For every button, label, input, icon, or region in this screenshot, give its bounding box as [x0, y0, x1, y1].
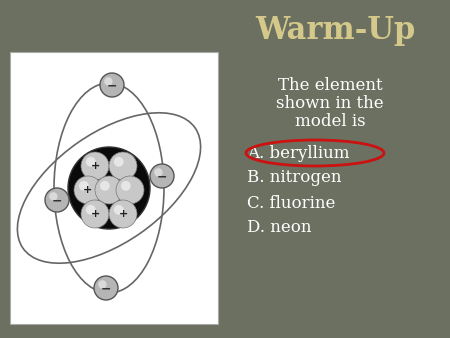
Text: +: +: [83, 185, 93, 195]
Text: shown in the: shown in the: [276, 95, 384, 112]
Circle shape: [94, 276, 118, 300]
Circle shape: [81, 152, 109, 180]
Circle shape: [114, 205, 124, 215]
Circle shape: [79, 181, 89, 191]
Circle shape: [100, 181, 110, 191]
Circle shape: [74, 176, 102, 204]
Text: B. nitrogen: B. nitrogen: [247, 169, 342, 187]
Text: +: +: [118, 209, 128, 219]
Circle shape: [104, 77, 112, 86]
Circle shape: [86, 205, 96, 215]
Circle shape: [95, 176, 123, 204]
Circle shape: [116, 176, 144, 204]
FancyBboxPatch shape: [10, 52, 218, 324]
Circle shape: [109, 152, 137, 180]
Circle shape: [114, 157, 124, 167]
Circle shape: [86, 157, 96, 167]
Circle shape: [45, 188, 69, 212]
Text: A. beryllium: A. beryllium: [247, 145, 350, 162]
Text: +: +: [90, 209, 99, 219]
Text: C. fluorine: C. fluorine: [247, 194, 335, 212]
Text: −: −: [101, 283, 111, 295]
Circle shape: [150, 164, 174, 188]
Circle shape: [154, 168, 162, 176]
Ellipse shape: [68, 147, 150, 229]
Text: +: +: [90, 161, 99, 171]
Text: −: −: [107, 79, 117, 93]
Circle shape: [121, 181, 130, 191]
Text: D. neon: D. neon: [247, 219, 311, 237]
Circle shape: [109, 200, 137, 228]
Circle shape: [98, 280, 107, 289]
Text: Warm-Up: Warm-Up: [255, 15, 415, 46]
Circle shape: [100, 73, 124, 97]
Circle shape: [49, 192, 58, 200]
Text: model is: model is: [295, 113, 365, 129]
Text: −: −: [52, 194, 62, 208]
Circle shape: [81, 200, 109, 228]
Text: The element: The element: [278, 76, 382, 94]
Text: −: −: [157, 170, 167, 184]
